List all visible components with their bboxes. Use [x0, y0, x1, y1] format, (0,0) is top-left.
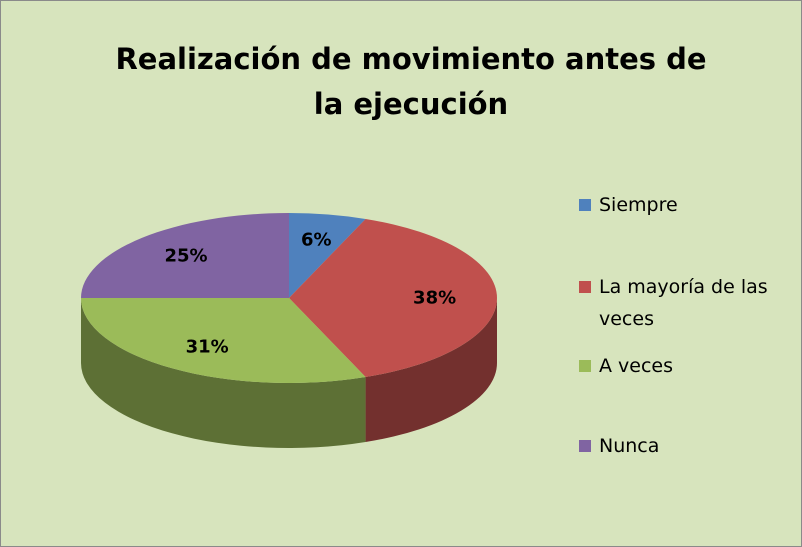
- legend-label: A veces: [599, 355, 674, 377]
- data-label: 25%: [164, 245, 208, 267]
- legend-label: Siempre: [599, 194, 678, 216]
- data-label: 6%: [301, 229, 332, 251]
- data-label: 38%: [413, 287, 457, 309]
- legend-label: Nunca: [599, 435, 660, 457]
- legend-label: La mayoría de las veces: [599, 276, 768, 330]
- legend-swatch: [579, 440, 591, 452]
- slice: [289, 213, 366, 298]
- slice: [81, 298, 366, 383]
- legend-swatch: [579, 281, 591, 293]
- chart-title: Realización de movimiento antes de la ej…: [115, 42, 707, 121]
- slice: [81, 213, 289, 298]
- legend-swatch: [579, 199, 591, 211]
- legend-swatch: [579, 360, 591, 372]
- data-label: 31%: [185, 336, 229, 358]
- slice-side: [81, 298, 366, 449]
- slice-side: [365, 298, 497, 443]
- slice: [289, 218, 498, 378]
